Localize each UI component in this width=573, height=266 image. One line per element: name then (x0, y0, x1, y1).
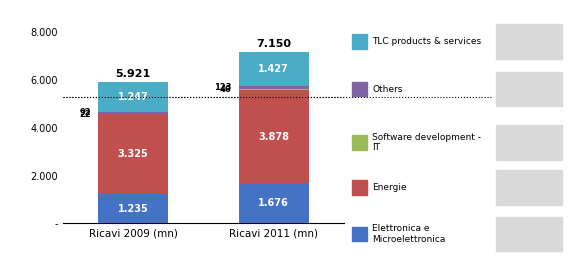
Bar (98, 111, 168, 114)
Bar (238, 52, 309, 86)
Text: Software development -
IT: Software development - IT (372, 133, 481, 152)
Text: TLC products & services: TLC products & services (372, 37, 481, 46)
Text: +17%: +17% (512, 182, 545, 193)
Text: 3.325: 3.325 (118, 149, 148, 159)
Text: 92: 92 (80, 108, 91, 117)
Text: 1.235: 1.235 (118, 204, 148, 214)
Text: 1.427: 1.427 (258, 64, 289, 74)
Bar (98, 194, 168, 223)
Bar (98, 82, 168, 111)
Text: 22: 22 (79, 110, 91, 119)
Text: Energie: Energie (372, 183, 407, 192)
Text: 7.150: 7.150 (256, 39, 291, 49)
Text: 3.878: 3.878 (258, 132, 289, 142)
Text: Elettronica e
Microelettronica: Elettronica e Microelettronica (372, 225, 446, 244)
Text: +36%: +36% (512, 229, 545, 239)
Bar (98, 114, 168, 194)
Text: 1.676: 1.676 (258, 198, 289, 208)
Text: 5.921: 5.921 (116, 69, 151, 79)
Text: 46: 46 (219, 85, 231, 94)
Text: Others: Others (372, 85, 403, 94)
Bar (238, 183, 309, 223)
Bar (238, 86, 309, 89)
Bar (238, 90, 309, 183)
Bar (238, 89, 309, 90)
Text: +110%: +110% (508, 137, 549, 147)
Text: +14%: +14% (512, 36, 545, 46)
Text: +33%: +33% (512, 84, 545, 94)
Text: 1.247: 1.247 (118, 92, 148, 102)
Text: 123: 123 (214, 84, 231, 92)
